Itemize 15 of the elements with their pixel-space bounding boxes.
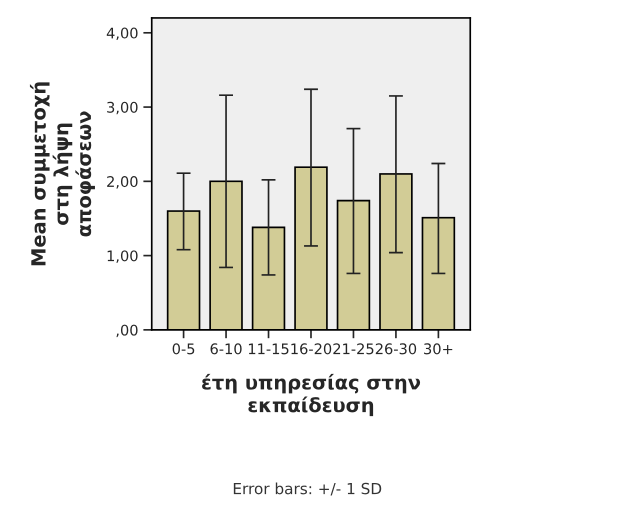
text: Error bars: +/- 1 SD bbox=[234, 482, 382, 496]
y-tick-label: 3,00 bbox=[107, 102, 138, 114]
y-tick-label: 2,00 bbox=[107, 176, 138, 189]
y-tick-label: 1,00 bbox=[108, 250, 138, 263]
x-tick-label: 30+ bbox=[424, 343, 452, 354]
y-tick-label: 4,00 bbox=[106, 28, 138, 40]
x-tick-label: 26-30 bbox=[376, 343, 416, 354]
x-tick-label: 21-25 bbox=[333, 343, 374, 354]
x-axis-title: έτη υπηρεσίας στην εκπαίδευση bbox=[202, 374, 420, 416]
y-axis-title: Mean συμμετοχή στη λήψη αποφάσεων bbox=[30, 82, 95, 266]
x-tick-label: 0-5 bbox=[172, 343, 194, 354]
x-tick-label: 16-20 bbox=[291, 343, 332, 354]
y-tick-label: ,00 bbox=[116, 324, 138, 338]
x-tick-label: 11-15 bbox=[248, 344, 288, 354]
x-tick-label: 6-10 bbox=[210, 343, 242, 354]
